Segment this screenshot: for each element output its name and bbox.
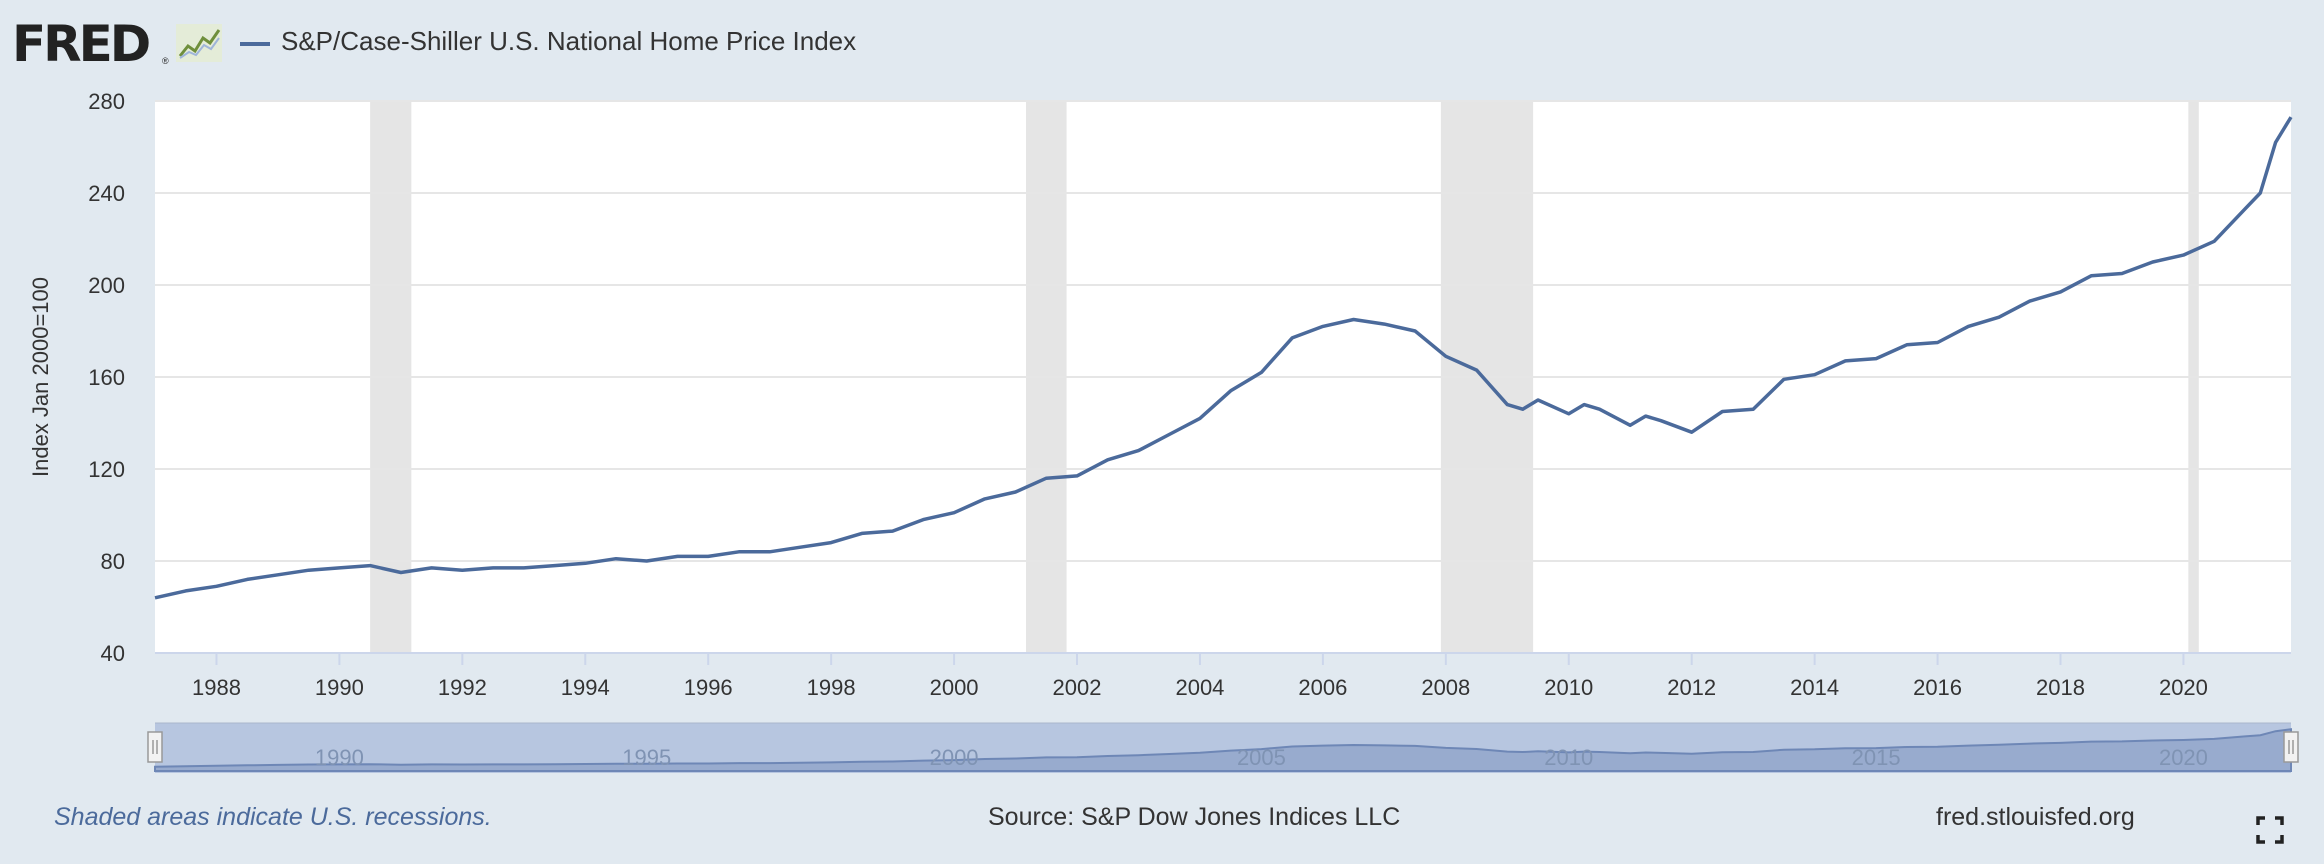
y-tick-label: 80 xyxy=(101,549,125,574)
x-tick-label: 1994 xyxy=(561,675,610,700)
y-tick-label: 160 xyxy=(88,365,125,390)
fred-logo-registered-mark: ® xyxy=(162,56,169,66)
fullscreen-icon[interactable] xyxy=(2256,816,2284,844)
graph-icon xyxy=(176,24,222,62)
x-tick-label: 2004 xyxy=(1175,675,1224,700)
navigator-series-area xyxy=(154,728,2292,772)
y-tick-label: 280 xyxy=(88,89,125,114)
navigator-tick-label: 2010 xyxy=(1544,745,1593,770)
gridlines xyxy=(155,100,2291,562)
x-tick-label: 1998 xyxy=(807,675,856,700)
x-tick-label: 2014 xyxy=(1790,675,1839,700)
navigator-tick-label: 2000 xyxy=(930,745,979,770)
x-tick-label: 1990 xyxy=(315,675,364,700)
y-axis-ticks: 40 80 120 160 200 240 280 xyxy=(88,89,125,666)
legend-series-label[interactable]: S&P/Case-Shiller U.S. National Home Pric… xyxy=(281,26,857,56)
y-tick-label: 240 xyxy=(88,181,125,206)
navigator-tick-label: 1995 xyxy=(622,745,671,770)
x-tick-label: 1996 xyxy=(684,675,733,700)
chart: 1988 1990 1992 1994 1996 1998 2000 2002 2004 2006… xyxy=(28,89,2299,773)
x-tick-label: 2020 xyxy=(2159,675,2208,700)
legend-series-swatch xyxy=(240,42,270,46)
navigator-tick-label: 2020 xyxy=(2159,745,2208,770)
site-link[interactable]: fred.stlouisfed.org xyxy=(1936,803,2135,831)
navigator[interactable]: 1990 1995 2000 2005 2010 2015 2020 xyxy=(147,722,2299,773)
y-tick-label: 200 xyxy=(88,273,125,298)
y-tick-label: 120 xyxy=(88,457,125,482)
x-tick-label: 2002 xyxy=(1053,675,1102,700)
x-tick-label: 2016 xyxy=(1913,675,1962,700)
chart-header: FRED ® S&P/Case-Shiller U.S. National Ho… xyxy=(0,0,2324,84)
series-line[interactable] xyxy=(154,116,2293,600)
navigator-tick-label: 2015 xyxy=(1852,745,1901,770)
x-tick-label: 2010 xyxy=(1544,675,1593,700)
y-axis-label: Index Jan 2000=100 xyxy=(28,277,53,477)
recession-note: Shaded areas indicate U.S. recessions. xyxy=(54,803,492,831)
navigator-left-handle[interactable] xyxy=(147,731,163,763)
x-tick-label: 2006 xyxy=(1298,675,1347,700)
x-tick-label: 2018 xyxy=(2036,675,2085,700)
x-tick-label: 1992 xyxy=(438,675,487,700)
x-tick-label: 2000 xyxy=(930,675,979,700)
x-tick-label: 2008 xyxy=(1421,675,1470,700)
navigator-tick-label: 2005 xyxy=(1237,745,1286,770)
x-axis-ticks: 1988 1990 1992 1994 1996 1998 2000 2002 2004 2006… xyxy=(192,653,2208,700)
x-tick-label: 2012 xyxy=(1667,675,1716,700)
x-tick-label: 1988 xyxy=(192,675,241,700)
navigator-ticks: 1990 1995 2000 2005 2010 2015 2020 xyxy=(315,745,2208,770)
navigator-right-handle[interactable] xyxy=(2283,731,2299,763)
navigator-tick-label: 1990 xyxy=(315,745,364,770)
source-text: Source: S&P Dow Jones Indices LLC xyxy=(988,803,1401,831)
y-tick-label: 40 xyxy=(101,641,125,666)
fred-logo[interactable]: FRED xyxy=(12,15,151,73)
